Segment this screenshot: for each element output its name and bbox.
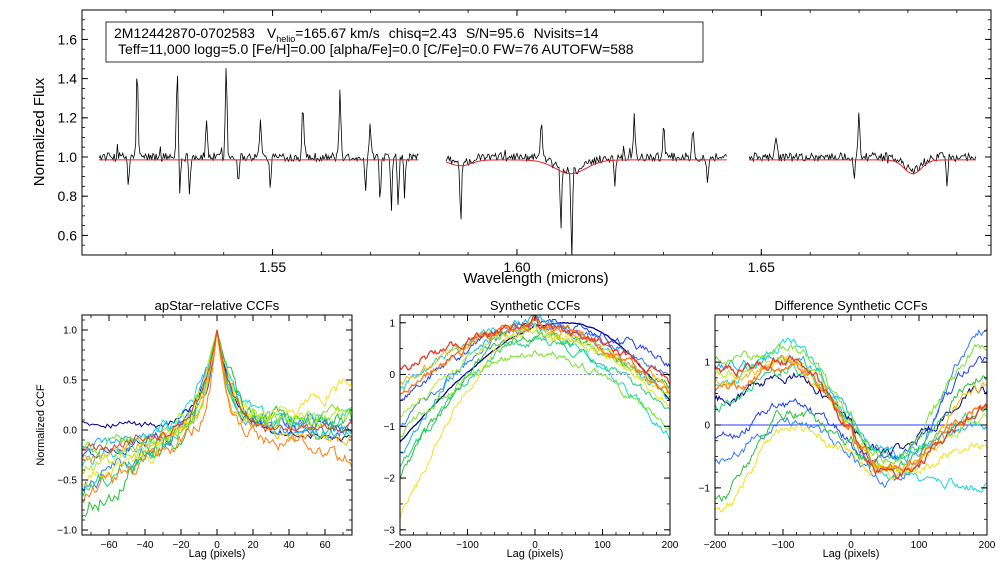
difference-ccf-xtick-label: 0 xyxy=(848,540,854,551)
difference-ccf-series xyxy=(715,328,987,513)
synthetic-ccf-line-11 xyxy=(400,315,670,394)
difference-ccf-ytick-label: 0 xyxy=(704,421,710,432)
apstar-ccf-ytick-label: −0.5 xyxy=(57,476,77,487)
apstar-ccf-line-13 xyxy=(82,329,352,454)
spectrum-ytick-label: 1.0 xyxy=(58,149,78,165)
spectrum-header-box xyxy=(105,21,704,63)
spectrum-xtick-label: 1.55 xyxy=(259,259,286,275)
synthetic-ccf-line-8 xyxy=(400,349,670,438)
difference-ccf-xtick-label: 100 xyxy=(911,540,928,551)
snr-value: S/N=95.6 xyxy=(466,25,525,41)
apstar-ccf-panel: −60 −40 −20 0 20 40 60 −1.0 −0.5 0.0 0.5 1.0 apStar… xyxy=(35,298,353,560)
synthetic-ccf-ytick-label: −1 xyxy=(384,422,396,433)
synthetic-ccf-line-13 xyxy=(400,315,670,386)
difference-ccf-line-2 xyxy=(715,355,987,464)
vhelio-label: V xyxy=(267,25,277,41)
apstar-ccf-ytick-label: 0.5 xyxy=(63,376,77,387)
difference-ccf-line-10 xyxy=(715,424,987,513)
spectrum-ytick-label: 1.2 xyxy=(58,110,78,126)
spectrum-header-line1: 2M12442870-0702583 Vhelio=165.67 km/s chis… xyxy=(114,25,599,44)
apstar-ccf-xtick-label: 20 xyxy=(247,540,259,551)
vhelio-sub: helio xyxy=(276,34,295,44)
apstar-ccf-ytick-label: 1.0 xyxy=(63,326,77,337)
spectrum-ytick-label: 0.8 xyxy=(58,188,78,204)
synthetic-ccf-ytick-label: −2 xyxy=(384,474,396,485)
apstar-ccf-series xyxy=(82,329,352,518)
difference-ccf-line-7 xyxy=(715,375,987,503)
synthetic-ccf-ytick-label: 1 xyxy=(389,318,395,329)
spectrum-xtick-label: 1.60 xyxy=(503,259,530,275)
apstar-ccf-ylabel: Normalized CCF xyxy=(35,384,47,466)
synthetic-ccf-line-7 xyxy=(400,331,670,478)
apstar-ccf-xtick-label: 60 xyxy=(319,540,331,551)
difference-ccf-xtick-label: 200 xyxy=(979,540,996,551)
spectrum-ytick-label: 1.4 xyxy=(58,71,78,87)
difference-ccf-ticks: −200 −100 0 100 200 −1 0 1 xyxy=(699,314,996,551)
model-spectrum-chip-2 xyxy=(445,159,727,175)
synthetic-ccf-line-9 xyxy=(400,328,670,418)
spectrum-ytick-label: 0.6 xyxy=(58,227,78,243)
apstar-ccf-xlabel: Lag (pixels) xyxy=(189,548,246,560)
spectrum-series xyxy=(98,68,977,255)
synthetic-ccf-xtick-label: 100 xyxy=(594,540,611,551)
synthetic-ccf-line-10 xyxy=(400,322,670,519)
observed-spectrum-chip-3 xyxy=(748,112,977,187)
difference-ccf-panel: −200 −100 0 100 200 −1 0 1 Difference Synthetic… xyxy=(699,298,996,560)
model-spectrum-chip-3 xyxy=(749,159,976,175)
spectrum-ylabel: Normalized Flux xyxy=(31,77,48,186)
synthetic-ccf-xtick-label: 200 xyxy=(662,540,679,551)
spectrum-xlabel: Wavelength (microns) xyxy=(463,270,608,287)
difference-ccf-ytick-label: −1 xyxy=(699,483,711,494)
apstar-ccf-xtick-label: −40 xyxy=(137,540,154,551)
difference-ccf-ytick-label: 1 xyxy=(704,358,710,369)
apstar-ccf-xtick-label: −60 xyxy=(101,540,118,551)
observed-spectrum-chip-1 xyxy=(98,68,419,211)
spectrum-xtick-label: 1.65 xyxy=(748,259,775,275)
synthetic-ccf-panel: −200 −100 0 100 200 −3 −2 −1 0 1 Synthetic CCFs L… xyxy=(384,298,679,560)
difference-ccf-xtick-label: −200 xyxy=(704,540,727,551)
difference-ccf-xtick-label: −100 xyxy=(772,540,795,551)
star-id: 2M12442870-0702583 xyxy=(114,25,255,41)
synthetic-ccf-ticks: −200 −100 0 100 200 −3 −2 −1 0 1 xyxy=(384,315,679,551)
synthetic-ccf-xtick-label: −200 xyxy=(389,540,412,551)
spectrum-ticks: 1.55 1.60 1.65 0.6 0.8 1.0 1.2 1.4 1.6 xyxy=(58,10,991,275)
synthetic-ccf-ytick-label: 0 xyxy=(389,370,395,381)
difference-ccf-title: Difference Synthetic CCFs xyxy=(775,298,928,313)
apstar-ccf-xtick-label: −20 xyxy=(173,540,190,551)
synthetic-ccf-line-6 xyxy=(400,335,670,468)
chisq-value: chisq=2.43 xyxy=(389,25,457,41)
spectrum-header: 2M12442870-0702583 Vhelio=165.67 km/s chis… xyxy=(105,21,704,63)
synthetic-ccf-line-4 xyxy=(400,315,670,454)
synthetic-ccf-xlabel: Lag (pixels) xyxy=(507,548,564,560)
apstar-ccf-title: apStar−relative CCFs xyxy=(155,298,280,313)
spectrum-header-line2: Teff=11,000 logg=5.0 [Fe/H]=0.00 [alpha/… xyxy=(118,41,634,57)
spectrum-ytick-label: 1.6 xyxy=(58,31,78,47)
difference-ccf-line-13 xyxy=(715,354,987,480)
synthetic-ccf-xtick-label: −100 xyxy=(456,540,479,551)
apstar-ccf-ytick-label: −1.0 xyxy=(57,526,77,537)
spectrum-frame xyxy=(81,9,992,256)
difference-ccf-line-8 xyxy=(715,342,987,465)
synthetic-ccf-ytick-label: −3 xyxy=(384,525,396,536)
apstar-ccf-xtick-label: 40 xyxy=(283,540,295,551)
difference-ccf-line-1 xyxy=(715,372,987,457)
apstar-ccf-ytick-label: 0.0 xyxy=(63,426,77,437)
apstar-ccf-xtick-label: 0 xyxy=(214,540,220,551)
vhelio-value: =165.67 km/s xyxy=(295,25,379,41)
apstar-ccf-ticks: −60 −40 −20 0 20 40 60 −1.0 −0.5 0.0 0.5 1.0 xyxy=(57,315,352,551)
synthetic-ccf-title: Synthetic CCFs xyxy=(490,298,581,313)
synthetic-ccf-xtick-label: 0 xyxy=(532,540,538,551)
difference-ccf-xlabel: Lag (pixels) xyxy=(823,548,880,560)
nvisits-value: Nvisits=14 xyxy=(534,25,599,41)
spectrum-panel: 1.55 1.60 1.65 0.6 0.8 1.0 1.2 1.4 1.6 2M1244287… xyxy=(31,9,992,287)
observed-spectrum-chip-2 xyxy=(445,113,728,255)
